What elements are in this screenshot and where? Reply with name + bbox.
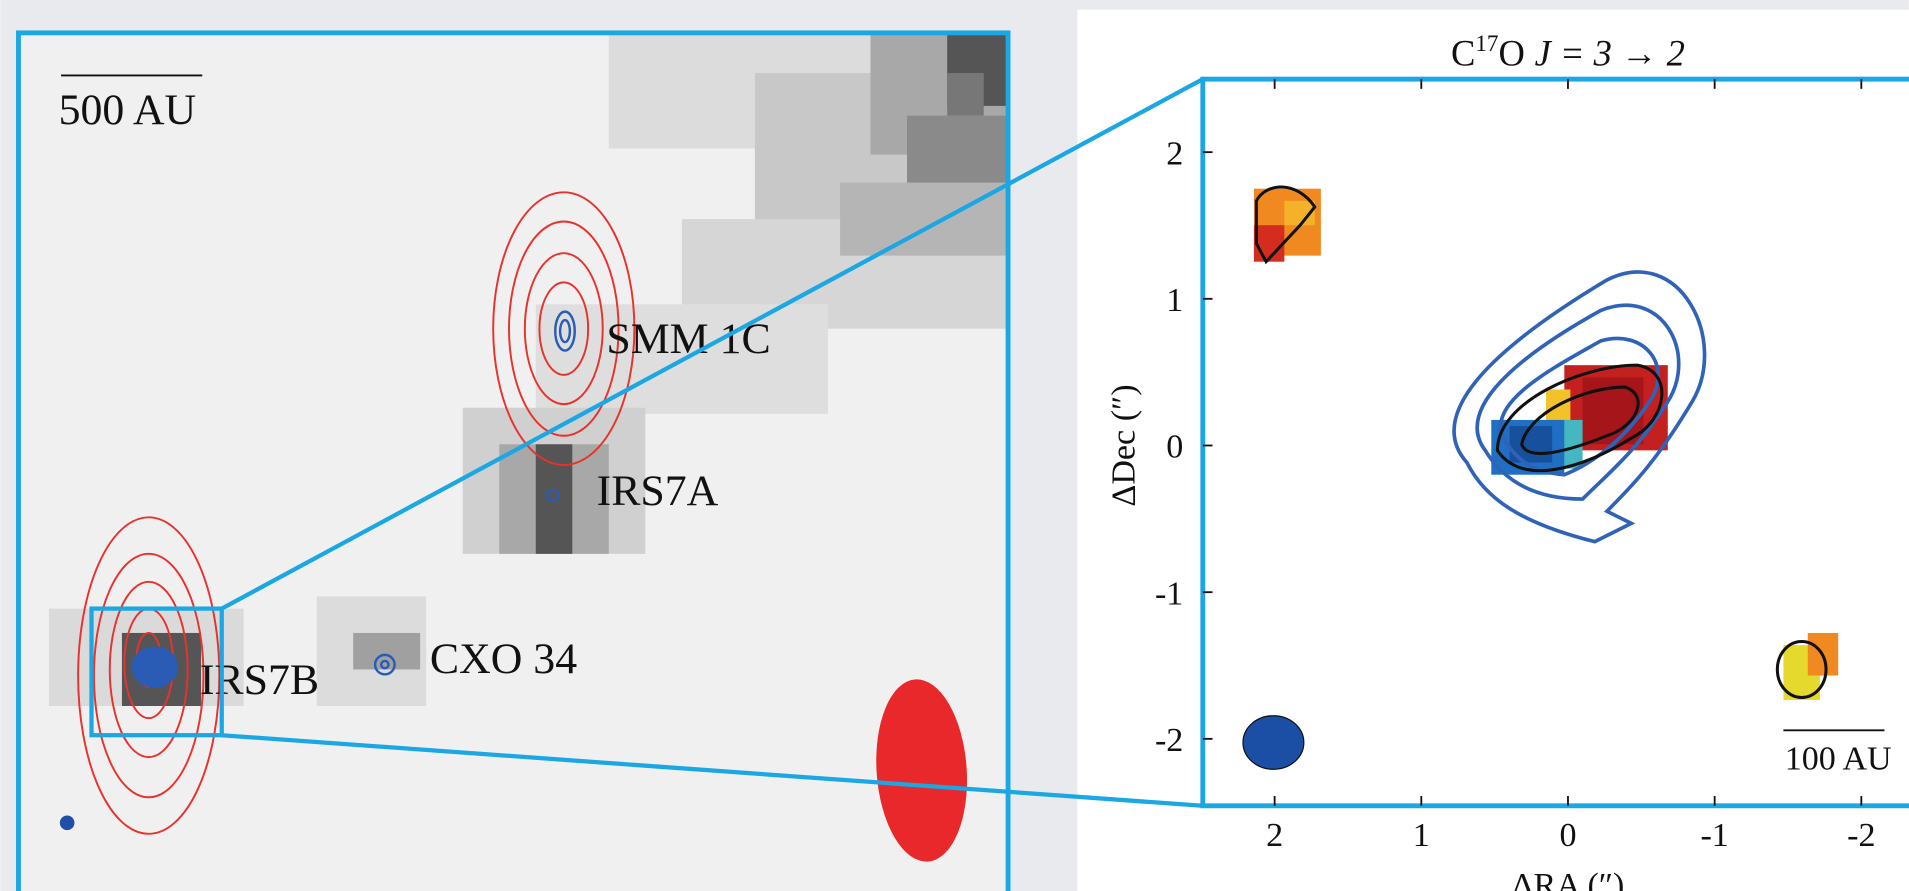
beam: [1243, 716, 1304, 770]
y-tick-label: -2: [1155, 722, 1183, 759]
scale-label: 100 AU: [1785, 740, 1892, 777]
beam-blue: [60, 816, 75, 831]
top-band: [1077, 0, 1908, 10]
title-part: 17: [1475, 31, 1498, 57]
scale-label: 500 AU: [59, 86, 196, 134]
y-tick-label: 0: [1166, 429, 1183, 466]
source-label: IRS7A: [597, 467, 719, 515]
x-tick-label: 1: [1413, 817, 1430, 854]
y-tick-label: -1: [1155, 575, 1183, 612]
y-tick-label: 2: [1166, 135, 1183, 172]
y-axis-label: ΔDec (″): [1106, 384, 1143, 506]
x-tick-label: -2: [1847, 817, 1875, 854]
source-label: CXO 34: [430, 635, 577, 683]
title-part: O: [1498, 33, 1524, 74]
x-tick-label: 0: [1559, 817, 1576, 854]
x-tick-label: 2: [1266, 817, 1283, 854]
x-tick-label: -1: [1700, 817, 1728, 854]
x-axis-label: ΔRA (″): [1512, 867, 1625, 891]
y-tick-label: 1: [1166, 282, 1183, 319]
title-part: C: [1451, 33, 1475, 74]
title-part: J = 3 → 2: [1535, 33, 1685, 74]
figure: 500 AU SMM 1C IRS7A CXO 34 IRS7B C17OJ =…: [0, 0, 1909, 891]
source-label: IRS7B: [200, 656, 319, 704]
left-image: [18, 33, 1008, 891]
